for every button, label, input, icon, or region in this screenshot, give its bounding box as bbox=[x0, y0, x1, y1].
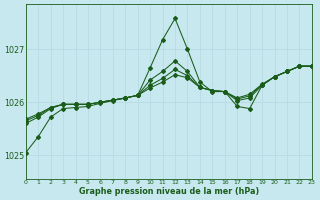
X-axis label: Graphe pression niveau de la mer (hPa): Graphe pression niveau de la mer (hPa) bbox=[79, 187, 259, 196]
